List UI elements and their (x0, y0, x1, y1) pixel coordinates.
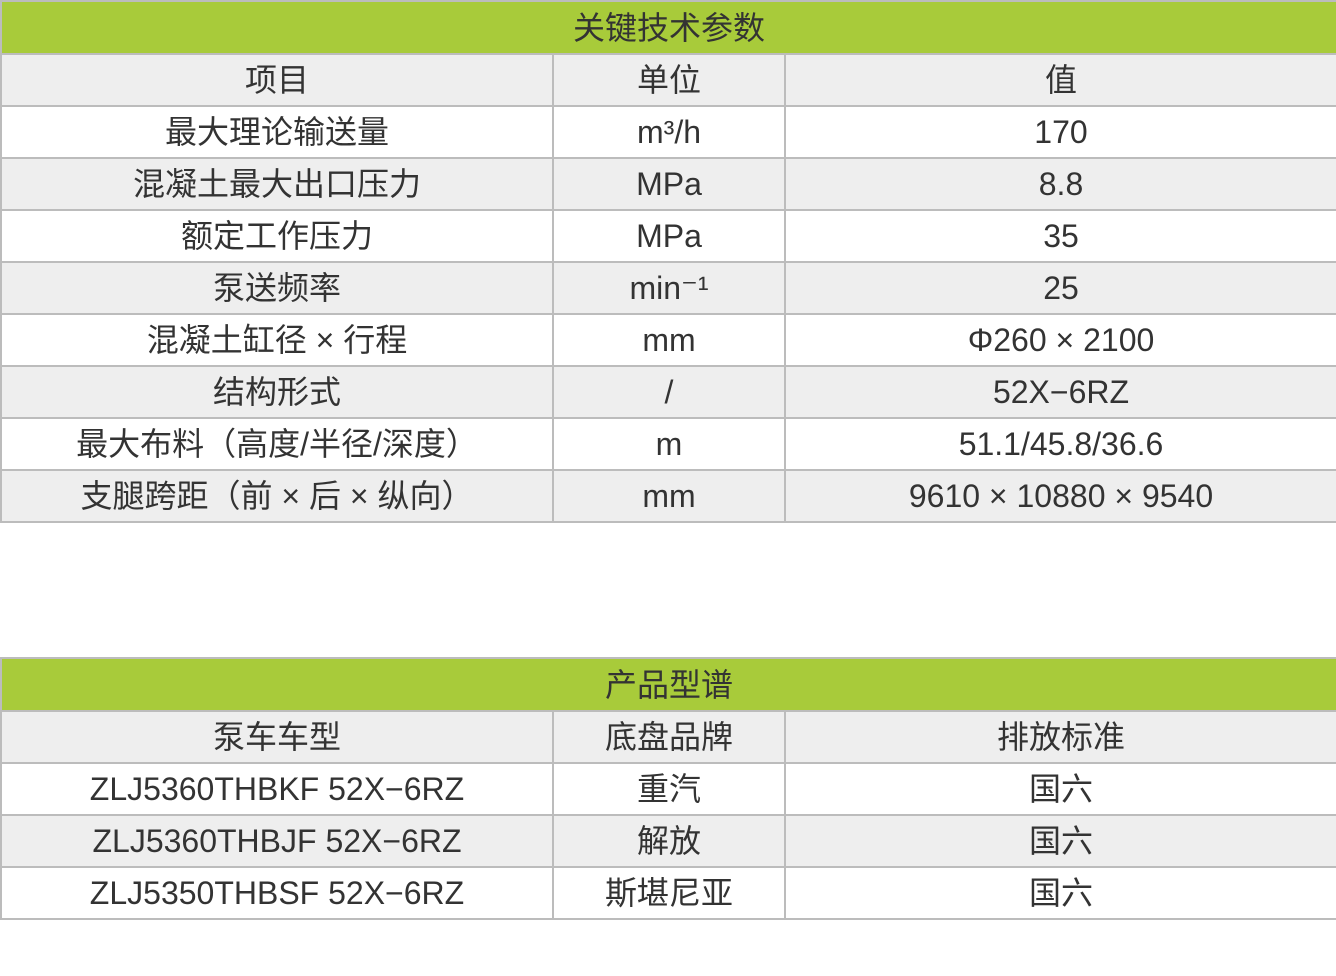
table-row: 泵送频率 min⁻¹ 25 (0, 261, 1336, 315)
table-cell: 重汽 (552, 762, 786, 816)
table-cell: 国六 (783, 814, 1336, 868)
key-specs-table: 关键技术参数 项目 单位值最大理论输送量 m³/h 170 混凝土最大出口压力 MPa 8.8… (0, 0, 1336, 523)
column-header: 项目 (0, 53, 554, 107)
table-cell: 8.8 (784, 157, 1336, 211)
table-cell: 斯堪尼亚 (552, 866, 786, 920)
table-cell: ZLJ5350THBSF 52X−6RZ (0, 866, 554, 920)
table-cell: / (552, 365, 786, 419)
table-row: 结构形式/52X−6RZ (0, 365, 1336, 419)
table-cell: 支腿跨距（前 × 后 × 纵向） (0, 469, 554, 523)
table-title-row: 产品型谱 (0, 657, 1336, 712)
table-title: 关键技术参数 (0, 0, 1336, 55)
table-cell: 国六 (783, 866, 1336, 920)
table-cell: 25 (784, 261, 1336, 315)
table-cell: 最大理论输送量 (0, 105, 554, 159)
table-cell: 结构形式 (0, 365, 554, 419)
column-header: 泵车车型 (0, 710, 554, 764)
column-header: 底盘品牌 (552, 710, 786, 764)
table-cell: 混凝土缸径 × 行程 (0, 313, 554, 367)
table-row: 混凝土缸径 × 行程 mm Φ260 × 2100 (0, 313, 1336, 367)
table-row: ZLJ5350THBSF 52X−6RZ 斯堪尼亚 国六 (0, 866, 1336, 920)
table-cell: 解放 (552, 814, 786, 868)
product-models-table: 产品型谱 泵车车型 底盘品牌 排放标准 ZLJ5360THBKF 52X−6RZ 重汽 国六… (0, 657, 1336, 920)
column-header: 值 (784, 53, 1336, 107)
table-cell: 52X−6RZ (784, 365, 1336, 419)
table-cell: 额定工作压力 (0, 209, 554, 263)
table-cell: 泵送频率 (0, 261, 554, 315)
column-header: 排放标准 (783, 710, 1336, 764)
table-row: 混凝土最大出口压力 MPa 8.8 (0, 157, 1336, 211)
table-cell: m³/h (552, 105, 786, 159)
table-cell: min⁻¹ (552, 261, 786, 315)
table-cell: 混凝土最大出口压力 (0, 157, 554, 211)
table-cell: ZLJ5360THBKF 52X−6RZ (0, 762, 554, 816)
table-cell: 51.1/45.8/36.6 (784, 417, 1336, 471)
table-row: 最大布料（高度/半径/深度） m 51.1/45.8/36.6 (0, 417, 1336, 471)
table-cell: ZLJ5360THBJF 52X−6RZ (0, 814, 554, 868)
table-row: ZLJ5360THBKF 52X−6RZ 重汽 国六 (0, 762, 1336, 816)
header-row: 项目 单位值 (0, 53, 1336, 107)
table-cell: 35 (784, 209, 1336, 263)
table-cell: 9610 × 10880 × 9540 (784, 469, 1336, 523)
table-cell: mm (552, 469, 786, 523)
table-cell: 国六 (783, 762, 1336, 816)
table-cell: Φ260 × 2100 (784, 313, 1336, 367)
table-title-row: 关键技术参数 (0, 0, 1336, 55)
header-row: 泵车车型 底盘品牌 排放标准 (0, 710, 1336, 764)
table-row: 支腿跨距（前 × 后 × 纵向） mm 9610 × 10880 × 9540 (0, 469, 1336, 523)
table-cell: m (552, 417, 786, 471)
table-row: 最大理论输送量 m³/h 170 (0, 105, 1336, 159)
table-cell: MPa (552, 209, 786, 263)
table-title: 产品型谱 (0, 657, 1336, 712)
column-header: 单位 (552, 53, 786, 107)
table-cell: 170 (784, 105, 1336, 159)
table-row: 额定工作压力 MPa 35 (0, 209, 1336, 263)
table-cell: 最大布料（高度/半径/深度） (0, 417, 554, 471)
table-row: ZLJ5360THBJF 52X−6RZ 解放 国六 (0, 814, 1336, 868)
table-cell: mm (552, 313, 786, 367)
table-cell: MPa (552, 157, 786, 211)
